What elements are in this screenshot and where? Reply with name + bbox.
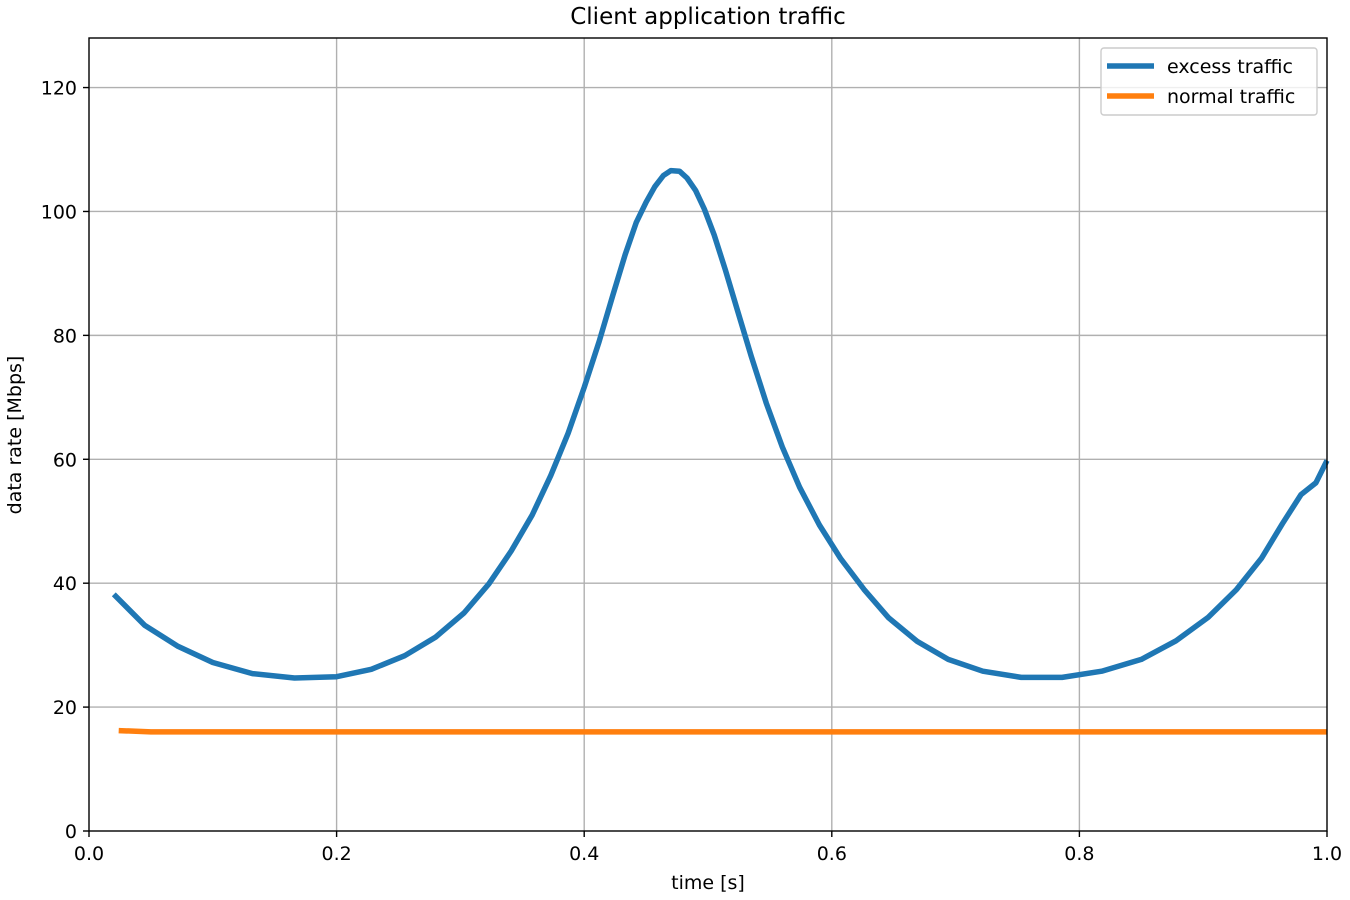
series-line-2 — [118, 727, 1327, 735]
x-tick-label: 0.8 — [1064, 843, 1094, 865]
series-line-1 — [111, 167, 1330, 681]
axis-ticks: 0.0 0.2 0.4 0.6 0.8 1.0 0 20 40 60 80 100 120 — [41, 78, 1342, 865]
x-tick-label: 0.0 — [74, 843, 104, 865]
legend-box — [1100, 47, 1318, 116]
x-tick-label: 0.6 — [817, 843, 847, 865]
y-tick-label: 120 — [41, 78, 77, 100]
legend-label: excess traffic — [1167, 56, 1293, 78]
x-axis-label: time [s] — [671, 872, 745, 894]
y-axis-label: data rate [Mbps] — [4, 356, 26, 515]
legend: excess traffic normal traffic — [1100, 47, 1318, 116]
x-tick-label: 0.2 — [321, 843, 351, 865]
chart-title: Client application traffic — [570, 4, 846, 30]
y-tick-label: 80 — [53, 325, 77, 347]
y-tick-label: 20 — [53, 697, 77, 719]
y-tick-label: 40 — [53, 573, 77, 595]
x-tick-label: 1.0 — [1312, 843, 1342, 865]
y-tick-label: 60 — [53, 449, 77, 471]
plot-frame — [88, 37, 1328, 832]
x-tick-label: 0.4 — [569, 843, 599, 865]
y-tick-label: 100 — [41, 201, 77, 223]
plot-series — [111, 167, 1330, 735]
y-tick-label: 0 — [65, 821, 77, 843]
legend-label: normal traffic — [1167, 86, 1295, 108]
